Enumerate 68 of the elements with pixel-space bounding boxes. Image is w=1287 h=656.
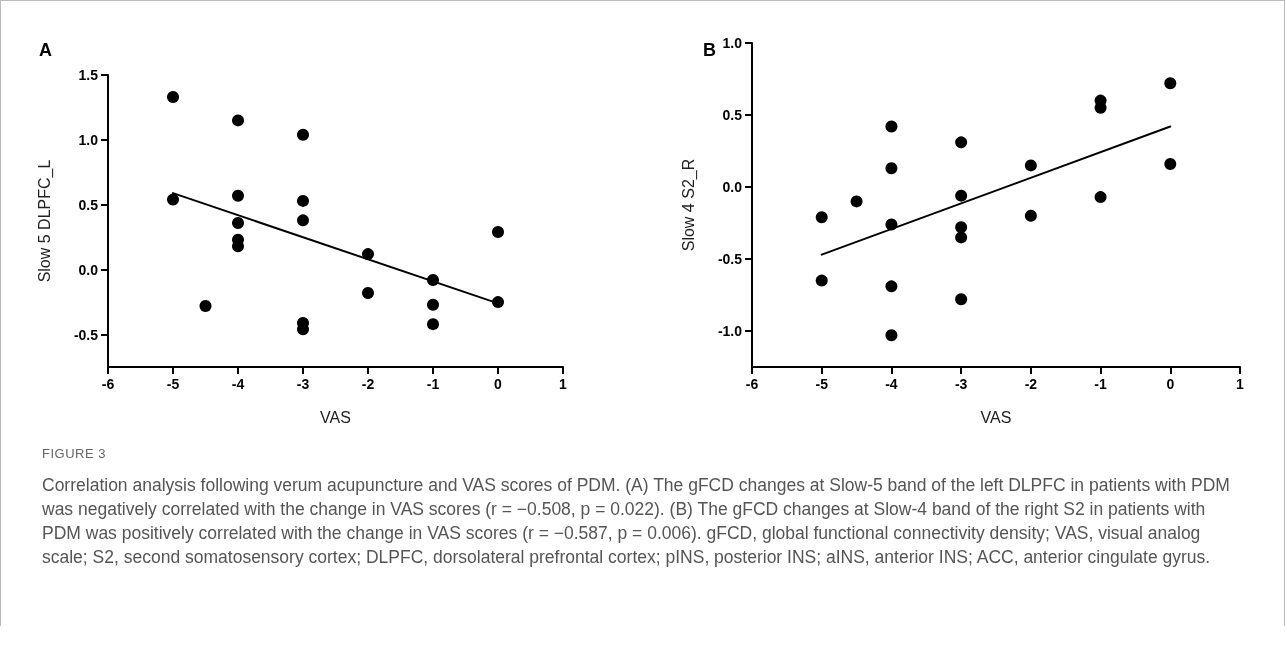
y-tick-label: 1.0 (78, 131, 99, 148)
y-tick-label: -1.0 (717, 323, 743, 339)
point (297, 194, 309, 207)
x-tick-label: -2 (1024, 376, 1038, 392)
x-tick-label: -3 (954, 376, 968, 392)
text: Correlation analysis following verum acupuncture and VAS scores of PDM. (A) The gFCD changes at Slow-5 band of the left DLPFC in patients with PDM was negatively correlated with the change in VAS scores (r = −0.508, p = 0.022). (B) The gFCD changes at Slow-4 band of the right S2 in patients with PDM was positively correlated with the change in VAS scores (r = −0.587, p = 0.006). gFCD, global functional connectivity density; VAS, visual analog scale; S2, second somatosensory cortex; DLPFC, dorsolateral prefrontal cortex; pINS, posterior INS; aINS, anterior INS; ACC, anterior cingulate gyrus. (42, 474, 1231, 569)
y-axis-title: Slow 4 S2_R (679, 158, 698, 252)
point (955, 293, 968, 306)
point (885, 120, 898, 133)
y-axis-title: Slow 5 DLPFC_L (35, 159, 54, 283)
x-tick-label: 0 (494, 376, 503, 392)
point (885, 218, 898, 231)
point (232, 114, 244, 127)
point (492, 296, 504, 309)
y-tick-label: 1.5 (78, 67, 99, 83)
point (362, 287, 374, 300)
point (427, 298, 439, 311)
point (955, 189, 968, 202)
point (815, 274, 828, 287)
y-tick-label: -0.5 (73, 326, 99, 343)
y-tick-label: 1.0 (722, 35, 743, 51)
point (1094, 191, 1107, 204)
point (955, 231, 968, 244)
point (885, 329, 898, 342)
y-tick-label: 0.5 (78, 196, 99, 213)
x-axis-title: VAS (320, 408, 351, 426)
x-tick-label: 0 (1166, 376, 1175, 392)
point (232, 189, 244, 202)
point (1024, 159, 1037, 172)
point (955, 136, 968, 149)
x-tick-label: -3 (296, 376, 310, 392)
point (885, 162, 898, 175)
y-tick-label: 0.0 (722, 179, 743, 195)
x-tick-label: 1 (559, 376, 568, 392)
point (815, 211, 828, 224)
x-tick-label: -1 (1094, 376, 1108, 392)
x-tick-label: -5 (166, 376, 180, 392)
point (232, 216, 244, 229)
point (1164, 157, 1177, 170)
point (885, 280, 898, 293)
chart-title: A (39, 40, 52, 60)
x-tick-label: -5 (815, 376, 829, 392)
point (1024, 209, 1037, 222)
point (167, 91, 179, 104)
y-tick-label: 0.0 (78, 261, 99, 278)
y-tick-label: -0.5 (717, 251, 743, 267)
x-tick-label: 1 (1236, 376, 1245, 392)
y-tick-label: 0.5 (722, 107, 743, 123)
caption: FIGURE 3 (42, 446, 107, 461)
point (1164, 77, 1177, 90)
point (427, 274, 439, 287)
point (362, 248, 374, 261)
point (167, 193, 179, 206)
x-tick-label: -4 (231, 376, 245, 392)
point (297, 214, 309, 227)
x-tick-label: -2 (361, 376, 375, 392)
x-tick-label: -1 (426, 376, 440, 392)
x-tick-label: -4 (885, 376, 898, 392)
x-tick-label: -6 (101, 376, 115, 392)
point (427, 318, 439, 331)
chart-title: B (703, 40, 716, 60)
x-axis-title: VAS (980, 408, 1012, 426)
point (199, 300, 212, 312)
point (297, 128, 309, 141)
point (492, 226, 504, 239)
point (850, 195, 863, 208)
x-tick-label: -6 (745, 376, 759, 392)
point (955, 221, 968, 234)
